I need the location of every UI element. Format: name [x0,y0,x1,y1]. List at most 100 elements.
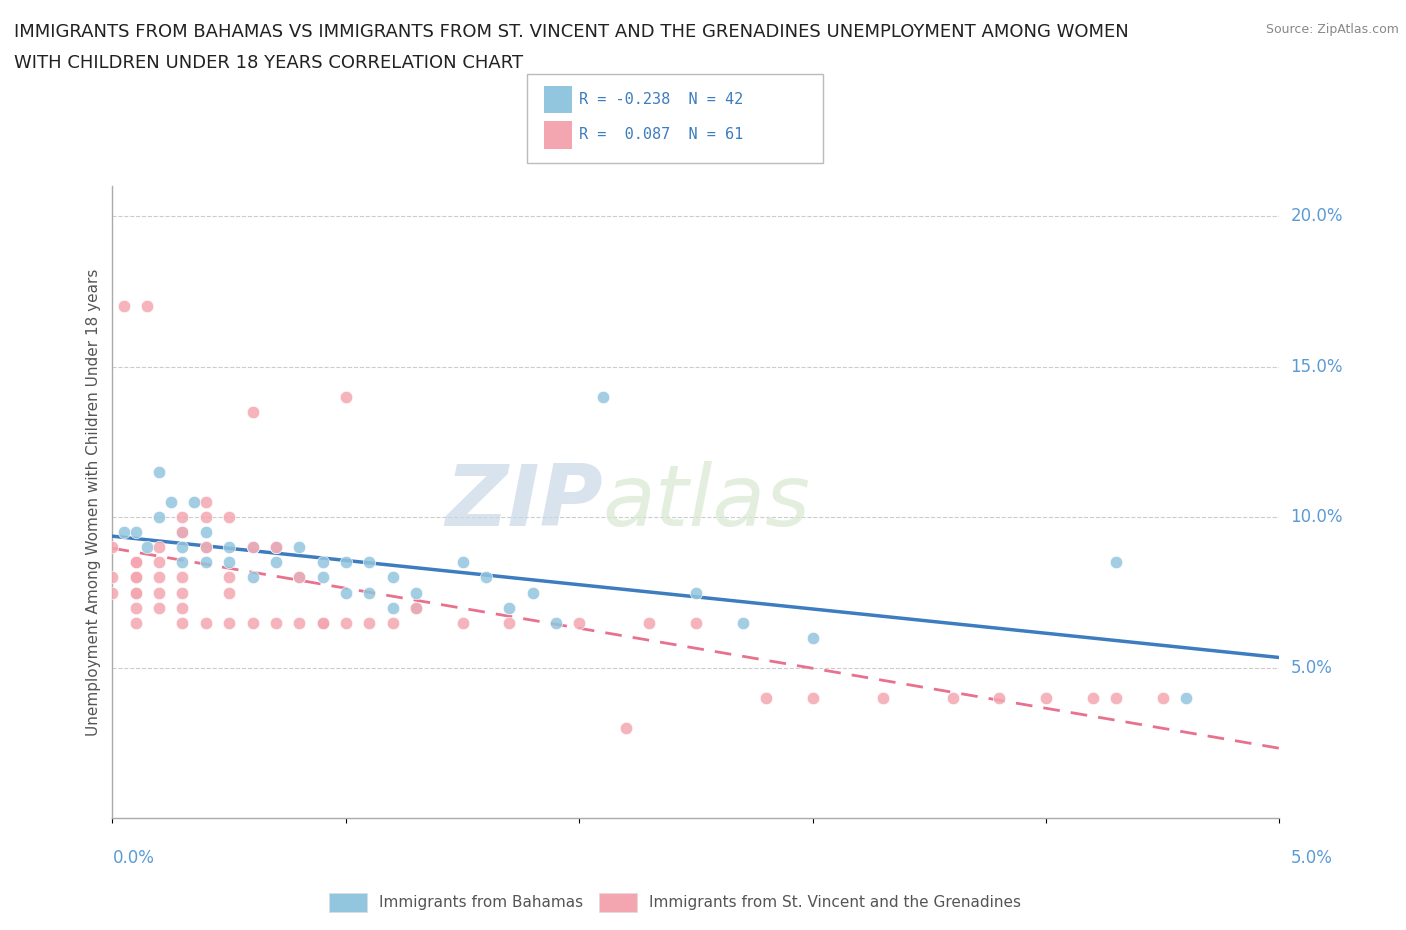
Point [731,616,754,631]
Point [172,525,194,539]
Point [685,616,707,631]
Point [194,525,217,539]
Point [335,555,357,570]
Point [194,616,217,631]
Point [264,540,287,555]
Point [544,616,567,631]
Point [112,299,135,314]
Point [311,555,333,570]
Text: WITH CHILDREN UNDER 18 YEARS CORRELATION CHART: WITH CHILDREN UNDER 18 YEARS CORRELATION… [14,54,523,72]
Text: 10.0%: 10.0% [1291,509,1343,526]
Point [264,616,287,631]
Point [475,570,498,585]
Point [125,585,148,600]
Point [685,585,707,600]
Point [101,585,124,600]
Point [242,540,264,555]
Point [136,540,159,555]
Point [872,690,894,705]
Point [498,600,520,615]
Point [148,555,170,570]
Point [988,690,1011,705]
Point [148,570,170,585]
Point [148,540,170,555]
Text: Source: ZipAtlas.com: Source: ZipAtlas.com [1265,23,1399,36]
Point [125,570,148,585]
Point [242,540,264,555]
Point [242,570,264,585]
Point [311,616,333,631]
Point [288,570,311,585]
Point [264,555,287,570]
Point [381,616,404,631]
Point [218,540,240,555]
Text: R =  0.087  N = 61: R = 0.087 N = 61 [579,127,744,142]
Point [801,690,824,705]
Point [359,616,381,631]
Point [522,585,544,600]
Y-axis label: Unemployment Among Women with Children Under 18 years: Unemployment Among Women with Children U… [86,269,101,736]
Point [218,510,240,525]
Point [194,495,217,510]
Point [1152,690,1174,705]
Point [288,540,311,555]
Point [218,555,240,570]
Point [218,570,240,585]
Point [136,299,159,314]
Point [1081,690,1104,705]
Text: R = -0.238  N = 42: R = -0.238 N = 42 [579,92,744,107]
Point [288,570,311,585]
Point [242,616,264,631]
Point [1105,555,1128,570]
Point [101,570,124,585]
Text: 15.0%: 15.0% [1291,358,1343,376]
Point [1175,690,1198,705]
Text: atlas: atlas [603,460,811,544]
Point [359,555,381,570]
Point [335,616,357,631]
Point [183,495,205,510]
Text: 20.0%: 20.0% [1291,207,1343,225]
Point [335,585,357,600]
Point [194,510,217,525]
Point [160,495,183,510]
Point [172,600,194,615]
Point [359,585,381,600]
Point [592,390,614,405]
Point [148,585,170,600]
Point [125,525,148,539]
Point [451,555,474,570]
Point [614,721,637,736]
Point [638,616,661,631]
Point [172,570,194,585]
Point [801,631,824,645]
Point [172,510,194,525]
Point [172,525,194,539]
Point [381,570,404,585]
Point [242,405,264,419]
Point [172,585,194,600]
Text: 0.0%: 0.0% [112,849,155,867]
Point [288,616,311,631]
Point [1105,690,1128,705]
Point [218,585,240,600]
Point [311,616,333,631]
Point [125,555,148,570]
Point [148,510,170,525]
Point [498,616,520,631]
Point [194,540,217,555]
Point [942,690,965,705]
Point [172,555,194,570]
Point [172,540,194,555]
Text: IMMIGRANTS FROM BAHAMAS VS IMMIGRANTS FROM ST. VINCENT AND THE GRENADINES UNEMPL: IMMIGRANTS FROM BAHAMAS VS IMMIGRANTS FR… [14,23,1129,41]
Point [335,390,357,405]
Point [264,540,287,555]
Point [125,555,148,570]
Point [125,570,148,585]
Point [405,585,427,600]
Legend: Immigrants from Bahamas, Immigrants from St. Vincent and the Grenadines: Immigrants from Bahamas, Immigrants from… [322,887,1028,918]
Point [451,616,474,631]
Point [125,585,148,600]
Point [568,616,591,631]
Point [172,616,194,631]
